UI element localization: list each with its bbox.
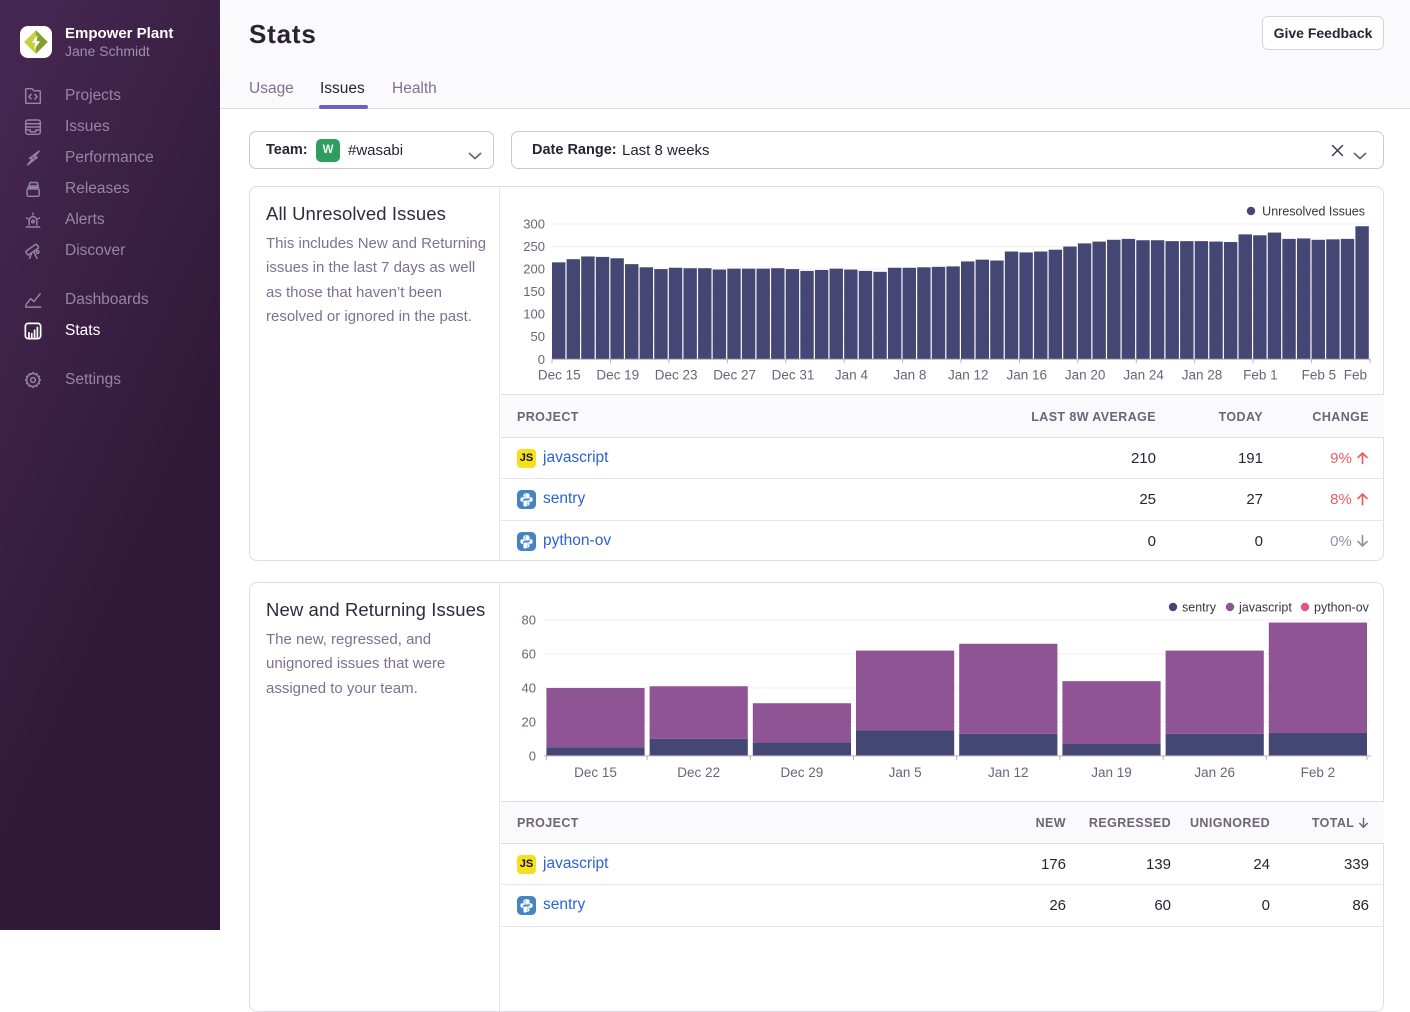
svg-text:Dec 27: Dec 27	[713, 367, 756, 382]
svg-text:Dec 19: Dec 19	[596, 367, 639, 382]
svg-text:0: 0	[529, 748, 536, 763]
svg-text:sentry: sentry	[1182, 601, 1217, 615]
svg-text:Jan 26: Jan 26	[1194, 765, 1235, 780]
svg-text:Feb 1: Feb 1	[1243, 367, 1278, 382]
svg-text:Feb 2: Feb 2	[1301, 765, 1336, 780]
svg-text:Jan 5: Jan 5	[889, 765, 922, 780]
svg-text:Jan 12: Jan 12	[988, 765, 1029, 780]
svg-text:javascript: javascript	[1238, 601, 1292, 615]
svg-text:Jan 20: Jan 20	[1065, 367, 1106, 382]
svg-text:40: 40	[522, 681, 536, 696]
svg-text:100: 100	[523, 307, 545, 322]
svg-text:Jan 19: Jan 19	[1091, 765, 1132, 780]
svg-text:Jan 12: Jan 12	[948, 367, 989, 382]
svg-text:Unresolved Issues: Unresolved Issues	[1262, 205, 1365, 219]
svg-text:50: 50	[531, 329, 545, 344]
svg-text:Jan 24: Jan 24	[1123, 367, 1164, 382]
svg-text:200: 200	[523, 262, 545, 277]
svg-text:Jan 28: Jan 28	[1182, 367, 1223, 382]
svg-text:Jan 8: Jan 8	[893, 367, 926, 382]
svg-text:Dec 31: Dec 31	[772, 367, 815, 382]
svg-text:20: 20	[522, 714, 536, 729]
svg-text:Jan 16: Jan 16	[1006, 367, 1047, 382]
svg-text:250: 250	[523, 239, 545, 254]
svg-text:60: 60	[522, 647, 536, 662]
svg-text:Dec 23: Dec 23	[655, 367, 698, 382]
svg-text:Dec 15: Dec 15	[538, 367, 581, 382]
svg-text:Dec 22: Dec 22	[677, 765, 720, 780]
svg-text:Feb 5: Feb 5	[1302, 367, 1337, 382]
svg-text:Feb: Feb	[1344, 367, 1367, 382]
svg-text:Dec 15: Dec 15	[574, 765, 617, 780]
svg-text:80: 80	[522, 613, 536, 628]
svg-text:python-ov: python-ov	[1314, 601, 1370, 615]
svg-text:300: 300	[523, 217, 545, 232]
svg-text:Jan 4: Jan 4	[835, 367, 869, 382]
svg-text:150: 150	[523, 284, 545, 299]
svg-text:Dec 29: Dec 29	[781, 765, 824, 780]
svg-text:0: 0	[538, 352, 545, 367]
